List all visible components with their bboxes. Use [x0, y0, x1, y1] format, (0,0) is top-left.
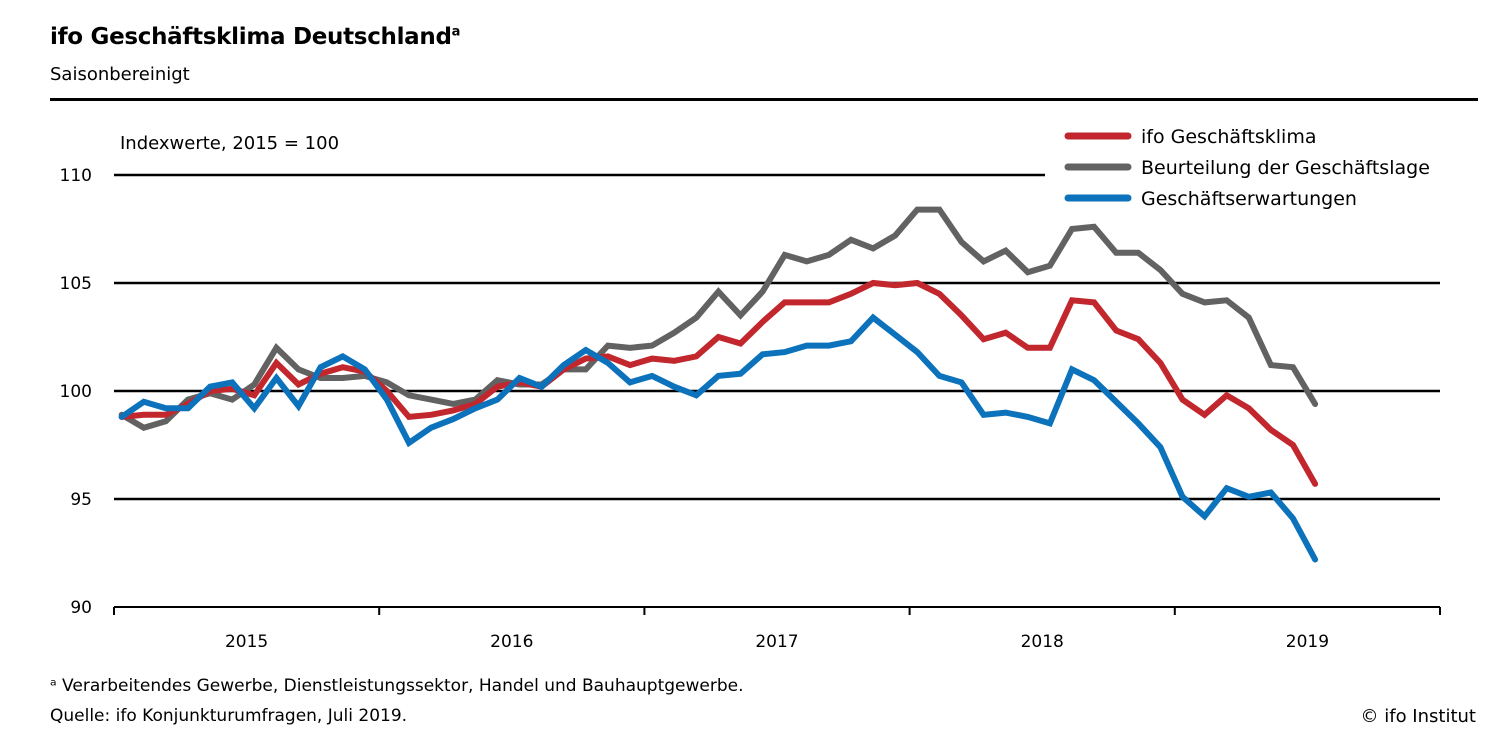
- x-tick-label: 2019: [1286, 632, 1329, 652]
- legend-label: ifo Geschäftsklima: [1141, 126, 1317, 148]
- chart-subtitle: Saisonbereinigt: [50, 64, 190, 85]
- legend-label: Beurteilung der Geschäftslage: [1141, 157, 1430, 179]
- x-tick-label: 2016: [490, 632, 533, 652]
- footnote: ᵃ Verarbeitendes Gewerbe, Dienstleistung…: [50, 676, 744, 696]
- y-tick-label: 90: [70, 598, 92, 618]
- series-line-1: [118, 206, 1319, 431]
- series-line-2: [118, 313, 1319, 563]
- y-tick-label: 95: [70, 490, 92, 510]
- title-text: ifo Geschäftsklima Deutschland: [50, 24, 452, 50]
- y-tick-label: 110: [60, 166, 92, 186]
- chart-title: ifo Geschäftsklima Deutschlanda: [50, 24, 460, 50]
- source-note: Quelle: ifo Konjunkturumfragen, Juli 201…: [50, 706, 408, 726]
- legend-label: Geschäftserwartungen: [1141, 188, 1357, 210]
- x-tick-label: 2017: [755, 632, 798, 652]
- y-tick-label: 100: [60, 382, 92, 402]
- x-tick-label: 2015: [225, 632, 268, 652]
- series-line-0: [118, 279, 1319, 487]
- copyright: © ifo Institut: [1360, 706, 1476, 727]
- y-tick-label: 105: [60, 274, 92, 294]
- x-tick-label: 2018: [1021, 632, 1064, 652]
- header-divider: [50, 98, 1478, 101]
- y-axis-label: Indexwerte, 2015 = 100: [120, 133, 339, 154]
- title-footnote-marker: a: [451, 24, 461, 40]
